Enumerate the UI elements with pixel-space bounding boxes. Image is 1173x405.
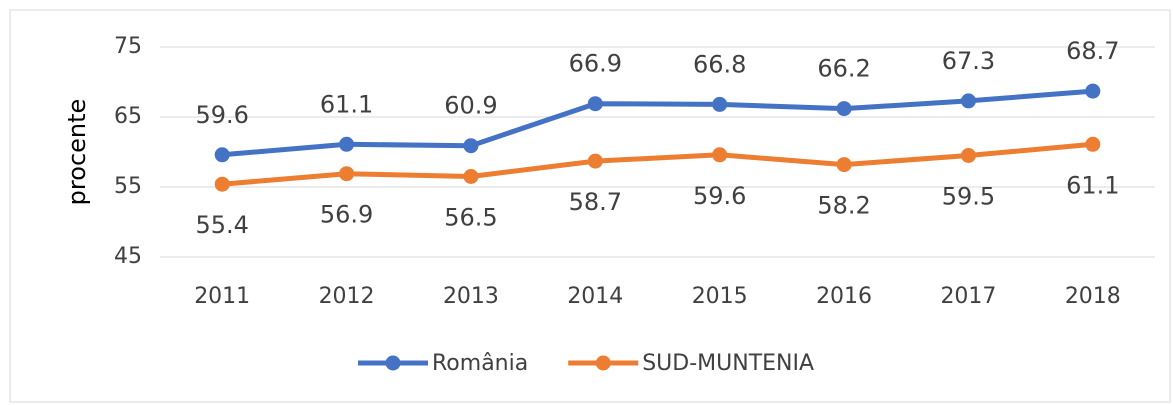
x-tick-label: 2015 — [692, 284, 748, 309]
data-label: 67.3 — [942, 47, 995, 75]
data-label: 55.4 — [195, 211, 248, 239]
point — [960, 93, 976, 109]
data-label: 59.6 — [195, 101, 248, 129]
data-label: 66.2 — [817, 55, 870, 83]
y-tick-label: 55 — [114, 174, 142, 199]
point — [339, 136, 355, 152]
legend-marker — [595, 355, 611, 371]
series-line — [221, 88, 1094, 158]
data-label: 61.1 — [1066, 171, 1119, 199]
point — [463, 138, 479, 154]
y-tick-label: 45 — [114, 244, 142, 269]
x-tick-label: 2018 — [1065, 284, 1121, 309]
data-label: 59.6 — [693, 182, 746, 210]
y-tick-label: 75 — [114, 34, 142, 59]
point — [836, 101, 852, 117]
point — [836, 157, 852, 173]
point — [712, 96, 728, 112]
y-tick-label: 65 — [114, 104, 142, 129]
x-tick-label: 2012 — [319, 284, 375, 309]
data-label: 60.9 — [444, 92, 497, 120]
data-label: 66.9 — [569, 50, 622, 78]
data-label: 68.7 — [1066, 37, 1119, 65]
series-line — [221, 141, 1094, 187]
legend-marker — [385, 355, 401, 371]
x-tick-label: 2014 — [567, 284, 623, 309]
legend-label: România — [432, 351, 528, 376]
y-axis-label: procente — [63, 99, 91, 206]
chart-border — [9, 9, 1171, 403]
point — [214, 176, 230, 192]
point — [587, 96, 603, 112]
point — [339, 166, 355, 182]
data-label: 56.5 — [444, 204, 497, 232]
point — [712, 147, 728, 163]
data-label: 59.5 — [942, 183, 995, 211]
point — [960, 148, 976, 163]
point — [463, 169, 479, 184]
point — [587, 153, 603, 169]
x-tick-label: 2017 — [940, 284, 996, 309]
x-tick-label: 2013 — [443, 284, 499, 309]
point — [1085, 136, 1101, 152]
x-tick-label: 2016 — [816, 284, 872, 309]
data-label: 58.2 — [817, 192, 870, 220]
data-label: 56.9 — [320, 201, 373, 229]
point — [1085, 83, 1101, 99]
data-label: 61.1 — [320, 90, 373, 118]
data-label: 66.8 — [693, 50, 746, 78]
point — [214, 147, 230, 163]
data-label: 58.7 — [569, 188, 622, 216]
legend-label: SUD-MUNTENIA — [642, 351, 814, 376]
x-tick-label: 2011 — [194, 284, 250, 309]
